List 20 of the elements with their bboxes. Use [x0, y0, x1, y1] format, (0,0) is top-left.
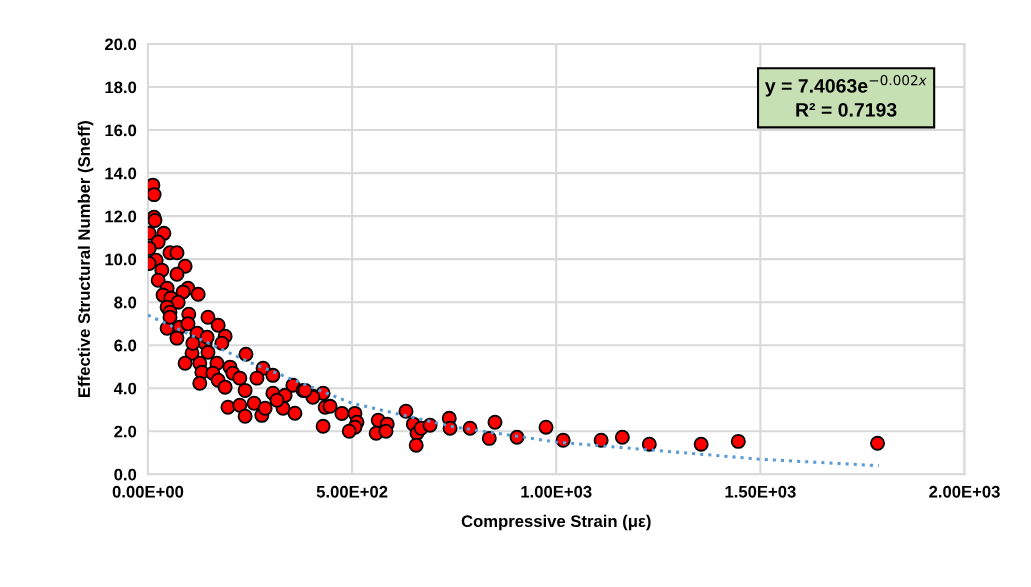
y-tick-label: 6.0 — [114, 339, 137, 352]
y-tick-label: 16.0 — [105, 124, 137, 137]
y-tick-label: 0.0 — [114, 468, 137, 481]
line-series — [147, 313, 881, 468]
y-tick-label: 14.0 — [105, 167, 137, 180]
x-tick-label: 1.00E+03 — [521, 485, 592, 498]
y-tick-label: 12.0 — [105, 210, 137, 223]
y-tick-label: 4.0 — [113, 382, 137, 395]
x-tick-label: 5.00E+02 — [316, 485, 388, 498]
x-tick-label: 1.50E+03 — [725, 485, 796, 498]
y-tick-label: 18.0 — [105, 81, 137, 94]
text: y = 7.4063e$^{−0.002x}$ R² = 0.7193 — [764, 75, 927, 117]
y-tick-label: 2.0 — [114, 425, 137, 438]
x-tick-label: 0.00E+00 — [112, 485, 184, 498]
y-tick-label: 10.0 — [105, 253, 137, 266]
y-axis-title: Effective Structural Number (Sneff) — [77, 121, 94, 397]
x-axis-title: Compressive Strain (με) — [461, 514, 651, 531]
y-tick-label: 8.0 — [114, 296, 137, 309]
y-tick-label: 20.0 — [104, 38, 137, 51]
x-tick-label: 2.00E+03 — [929, 485, 1000, 498]
